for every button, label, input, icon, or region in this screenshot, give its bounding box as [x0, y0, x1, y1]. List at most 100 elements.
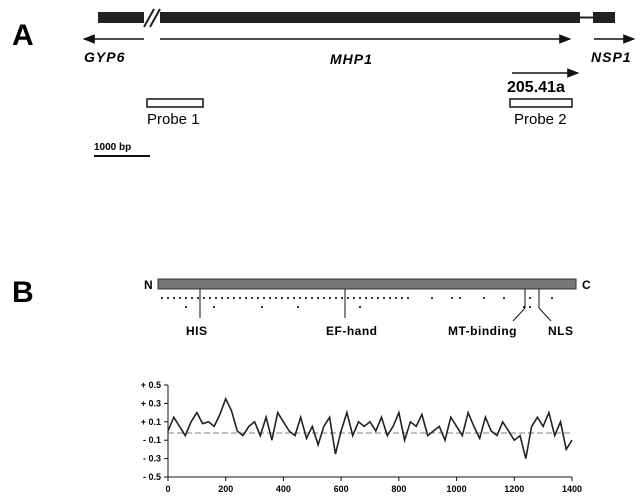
- residue-dot: [260, 305, 264, 309]
- residue-dot: [232, 296, 236, 300]
- residue-dot: [376, 296, 380, 300]
- residue-dot: [528, 305, 532, 309]
- x-tick-label: 0: [165, 484, 170, 494]
- residue-dot: [430, 296, 434, 300]
- residue-dot: [528, 296, 532, 300]
- residue-dot: [166, 296, 170, 300]
- nsp1-label: NSP1: [591, 49, 632, 65]
- break-mark-1: [143, 8, 155, 28]
- x-tick-label: 1000: [447, 484, 467, 494]
- residue-dot: [256, 296, 260, 300]
- residue-dot: [334, 296, 338, 300]
- mhp1-segment: [160, 12, 580, 23]
- residue-dot: [160, 296, 164, 300]
- residue-dot: [358, 305, 362, 309]
- residue-dot: [340, 296, 344, 300]
- residue-dot: [482, 296, 486, 300]
- residue-dot: [502, 296, 506, 300]
- n-terminus-label: N: [144, 278, 153, 292]
- residue-dot: [226, 296, 230, 300]
- x-tick-label: 800: [391, 484, 406, 494]
- residue-dots-row1: [160, 296, 554, 300]
- residue-dot: [172, 296, 176, 300]
- probe-1-label: Probe 1: [147, 111, 200, 128]
- transcript-label: 205.41a: [507, 79, 565, 96]
- y-tick-label: - 0.1: [143, 435, 161, 445]
- residue-dot: [274, 296, 278, 300]
- residue-dot: [184, 305, 188, 309]
- residue-dot: [280, 296, 284, 300]
- probe-1-box: [146, 98, 204, 108]
- x-tick-label: 200: [218, 484, 233, 494]
- nls-pointer-b: [538, 307, 552, 322]
- hydropathy-chart: + 0.5 + 0.3 + 0.1 - 0.1 - 0.3 - 0.5 0 200 400 60…: [141, 380, 582, 494]
- residue-dot: [406, 296, 410, 300]
- residue-dot: [178, 296, 182, 300]
- residue-dot: [388, 296, 392, 300]
- his-label: HIS: [186, 324, 208, 338]
- hydropathy-line: [167, 396, 573, 459]
- residue-dot: [296, 305, 300, 309]
- nsp1-segment: [593, 12, 615, 23]
- residue-dot: [346, 296, 350, 300]
- residue-dot: [268, 296, 272, 300]
- break-mark-2: [149, 8, 161, 28]
- residue-dot: [196, 296, 200, 300]
- panel-b-letter: B: [12, 276, 34, 309]
- residue-dot: [262, 296, 266, 300]
- residue-dot: [212, 305, 216, 309]
- residue-dot: [400, 296, 404, 300]
- residue-dot: [450, 296, 454, 300]
- x-tick-label: 400: [276, 484, 291, 494]
- residue-dot: [364, 296, 368, 300]
- residue-dot: [394, 296, 398, 300]
- y-tick-label: + 0.1: [141, 417, 161, 427]
- residue-dot: [202, 296, 206, 300]
- y-tick-label: - 0.3: [143, 454, 161, 464]
- residue-dot: [316, 296, 320, 300]
- residue-dot: [304, 296, 308, 300]
- ef-hand-label: EF-hand: [326, 324, 378, 338]
- probe-2-box: [509, 98, 573, 108]
- panel-a-letter: A: [12, 19, 34, 52]
- residue-dot: [370, 296, 374, 300]
- residue-dot: [250, 296, 254, 300]
- residue-dot: [220, 296, 224, 300]
- protein-bar: [157, 278, 577, 290]
- scale-bar-label: 1000 bp: [94, 142, 131, 153]
- residue-dot: [458, 296, 462, 300]
- residue-dot: [214, 296, 218, 300]
- residue-dot: [358, 296, 362, 300]
- gene-map: [98, 8, 615, 28]
- residue-dot: [550, 296, 554, 300]
- c-terminus-label: C: [582, 278, 591, 292]
- residue-dots-row2: [184, 305, 532, 309]
- gyp6-segment: [98, 12, 144, 23]
- residue-dot: [190, 296, 194, 300]
- x-tick-label: 1200: [504, 484, 524, 494]
- nls-label: NLS: [548, 324, 574, 338]
- y-tick-label: - 0.5: [143, 472, 161, 482]
- residue-dot: [328, 296, 332, 300]
- residue-dot: [292, 296, 296, 300]
- probe-2-label: Probe 2: [514, 111, 567, 128]
- residue-dot: [208, 296, 212, 300]
- residue-dot: [238, 296, 242, 300]
- residue-dot: [286, 296, 290, 300]
- residue-dot: [382, 296, 386, 300]
- mt-binding-label: MT-binding: [448, 324, 517, 338]
- residue-dot: [322, 296, 326, 300]
- residue-dot: [244, 296, 248, 300]
- y-tick-label: + 0.5: [141, 380, 161, 390]
- residue-dot: [298, 296, 302, 300]
- gyp6-label: GYP6: [84, 49, 125, 65]
- residue-dot: [310, 296, 314, 300]
- mt-binding-pointer-b: [512, 307, 526, 322]
- mhp1-label: MHP1: [330, 51, 373, 67]
- x-tick-label: 600: [334, 484, 349, 494]
- x-tick-label: 1400: [562, 484, 582, 494]
- residue-dot: [184, 296, 188, 300]
- residue-dot: [352, 296, 356, 300]
- y-tick-label: + 0.3: [141, 398, 161, 408]
